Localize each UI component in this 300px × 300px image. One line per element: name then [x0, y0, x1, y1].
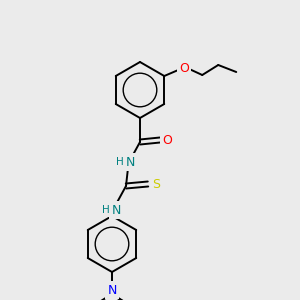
Text: O: O — [179, 61, 189, 74]
Text: N: N — [125, 155, 135, 169]
Text: N: N — [111, 203, 121, 217]
Text: H: H — [102, 205, 110, 215]
Text: S: S — [152, 178, 160, 190]
Text: N: N — [107, 284, 117, 296]
Text: H: H — [116, 157, 124, 167]
Text: O: O — [162, 134, 172, 146]
